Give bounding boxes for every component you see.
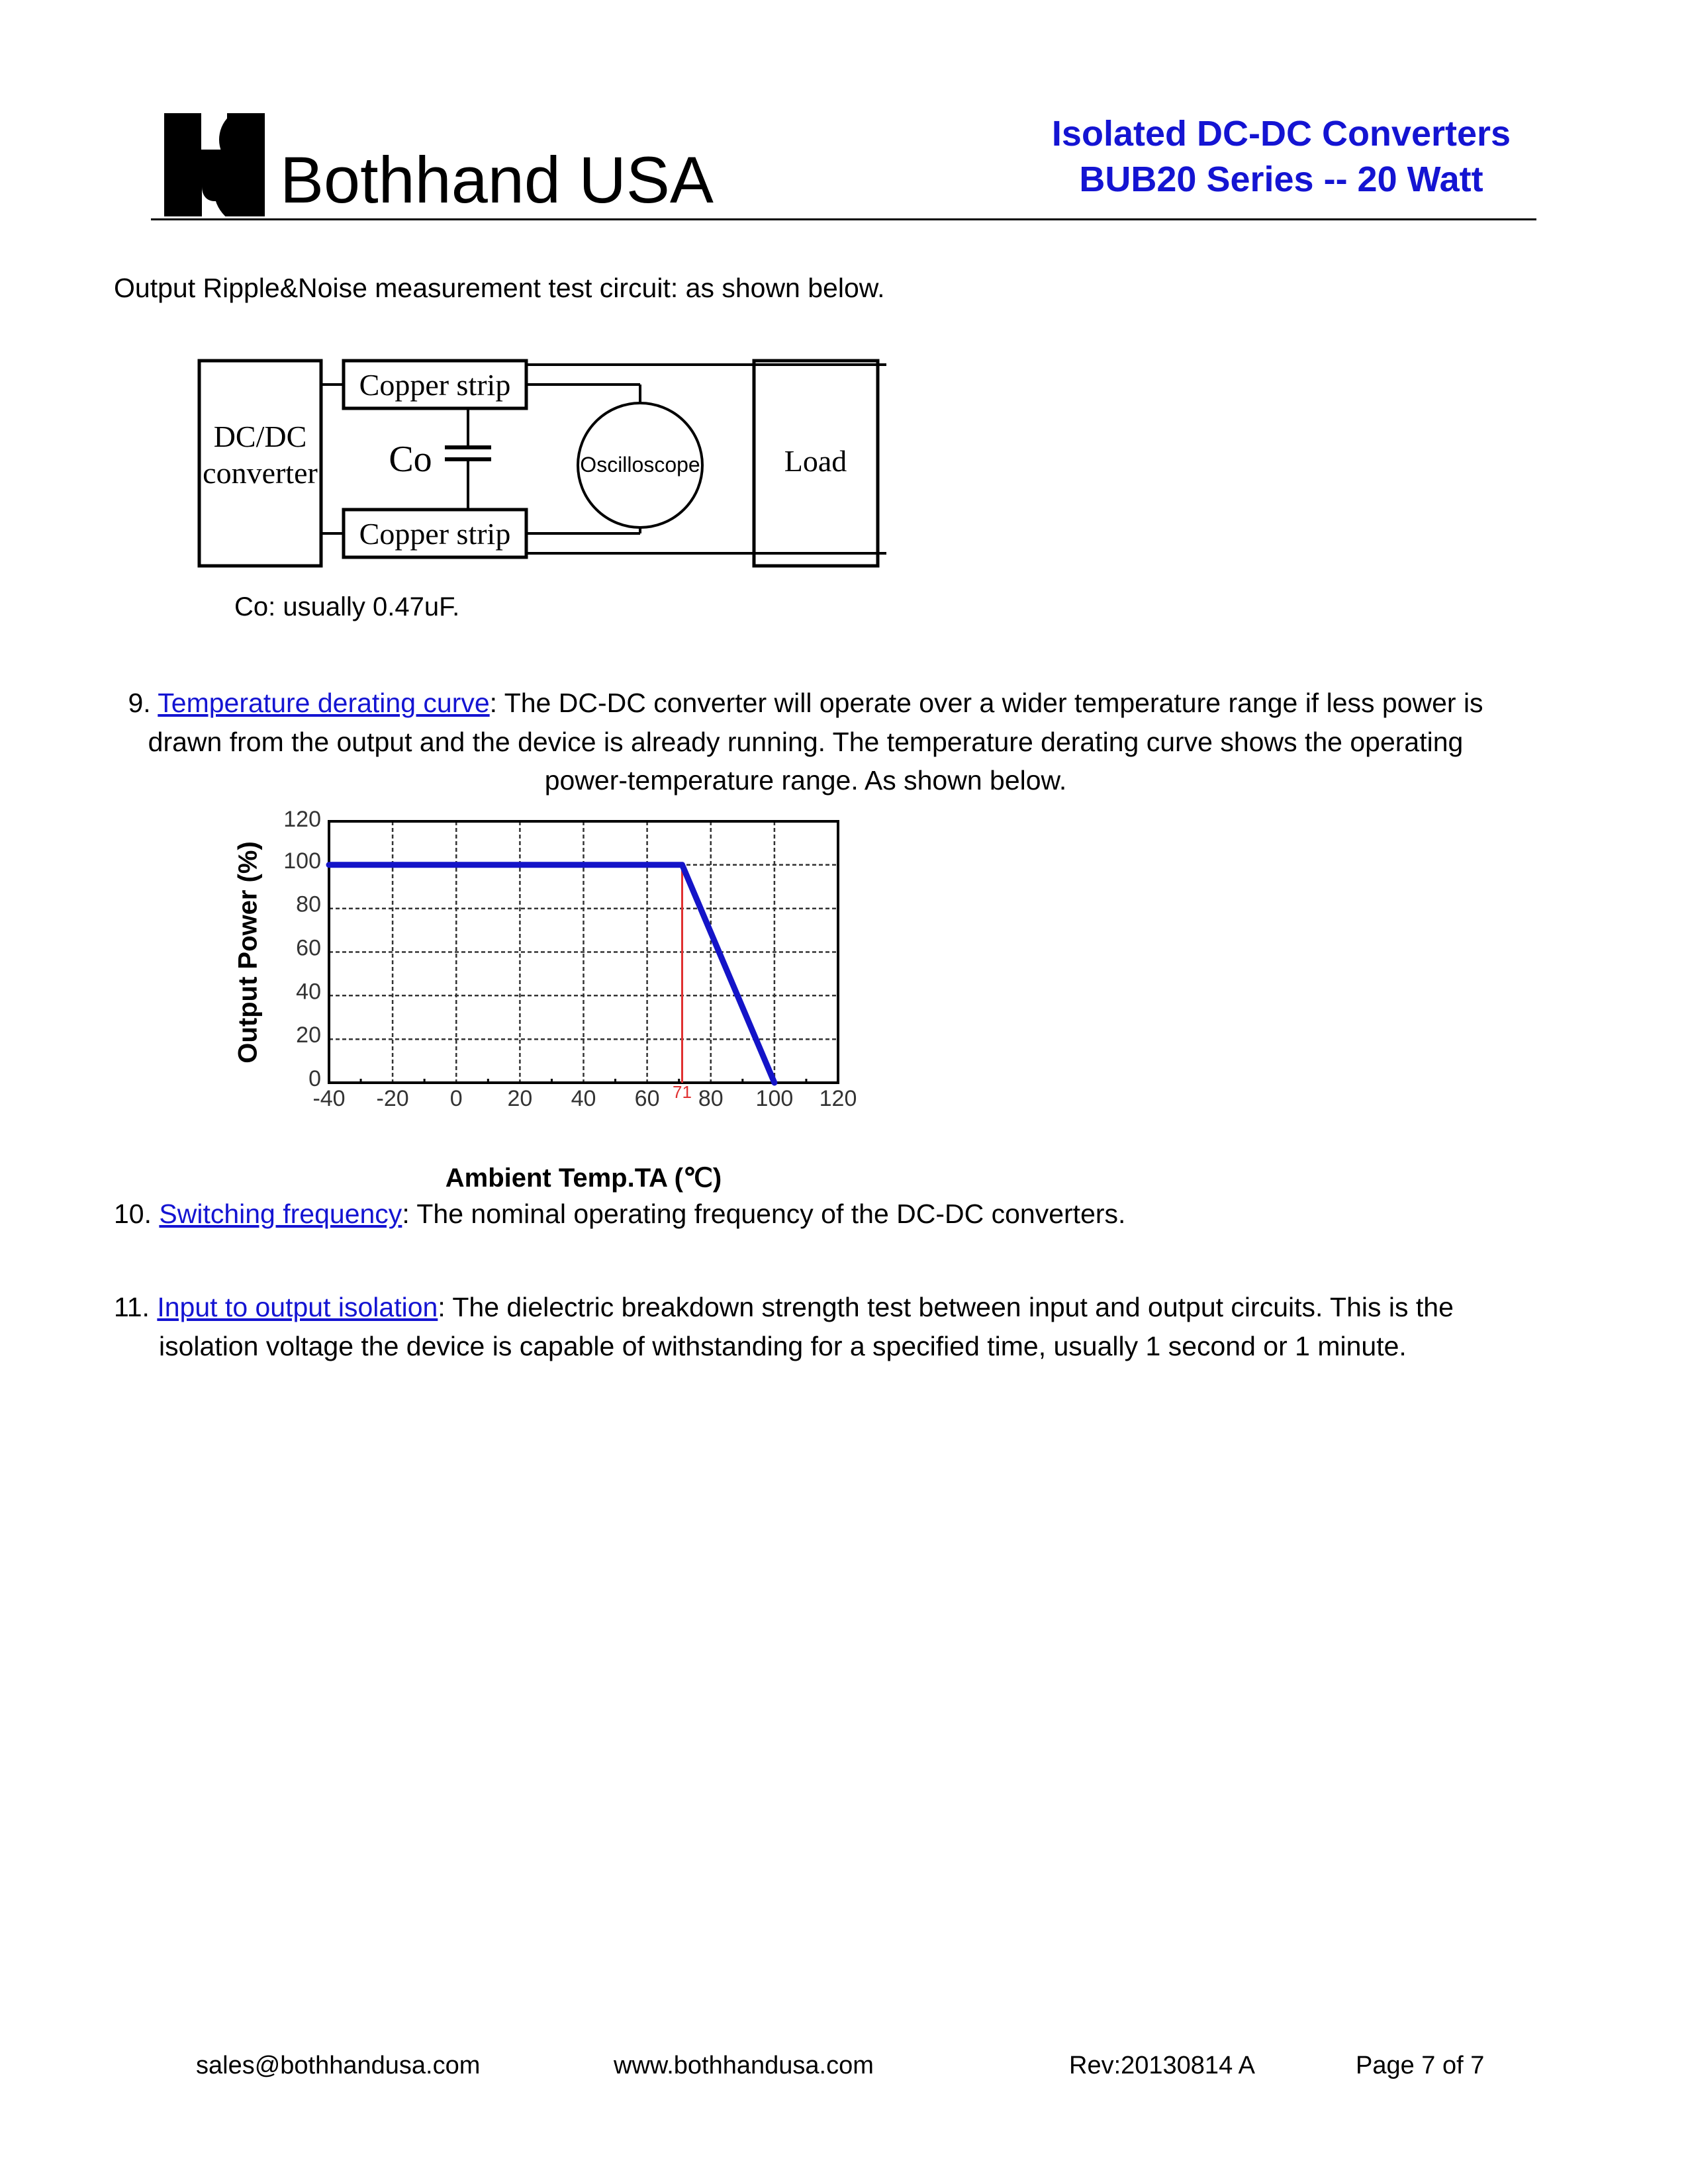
svg-text:60: 60 [635,1086,660,1111]
svg-text:100: 100 [756,1086,794,1111]
svg-text:converter: converter [203,456,318,490]
svg-text:Copper strip: Copper strip [359,517,511,551]
svg-text:DC/DC: DC/DC [214,420,307,453]
svg-text:80: 80 [698,1086,724,1111]
svg-text:100: 100 [283,848,321,874]
svg-text:40: 40 [571,1086,596,1111]
svg-text:Co: Co [389,439,432,480]
svg-text:20: 20 [507,1086,532,1111]
svg-text:71: 71 [673,1082,692,1102]
svg-text:Oscilloscope: Oscilloscope [580,453,700,477]
svg-text:20: 20 [296,1023,321,1048]
svg-text:Load: Load [784,444,847,478]
svg-text:0: 0 [308,1066,321,1091]
svg-text:120: 120 [820,1086,857,1111]
svg-text:40: 40 [296,979,321,1004]
svg-text:-20: -20 [377,1086,409,1111]
svg-text:0: 0 [450,1086,463,1111]
svg-text:Copper strip: Copper strip [359,368,511,402]
svg-text:120: 120 [283,807,321,832]
svg-text:60: 60 [296,936,321,961]
svg-text:80: 80 [296,892,321,917]
